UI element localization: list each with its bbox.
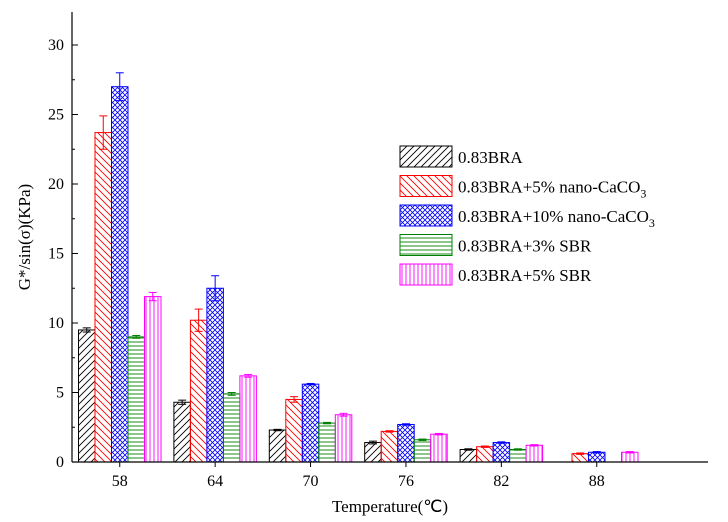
axes-layer [71, 12, 708, 463]
bar-series4-82 [509, 448, 527, 463]
y-tick-label-10: 10 [48, 315, 64, 332]
bar-series4-70 [318, 422, 336, 463]
bar-series3-64 [206, 287, 224, 463]
x-tick-label-70: 70 [303, 473, 319, 490]
legend-swatch-series3 [399, 204, 453, 227]
x-tick-label-82: 82 [493, 473, 509, 490]
x-tick-label-76: 76 [398, 473, 414, 490]
y-tick-label-25: 25 [48, 107, 64, 124]
y-tick-label-15: 15 [48, 246, 64, 263]
x-tick-label-64: 64 [207, 473, 223, 490]
x-tick-label-88: 88 [589, 473, 605, 490]
legend-label-subscript-series3: 3 [649, 216, 655, 230]
bar-series1-58 [78, 329, 96, 463]
bar-series5-70 [334, 414, 353, 463]
bar-series2-88 [571, 453, 589, 463]
legend-label-series3: 0.83BRA+10% nano-CaCO3 [458, 207, 655, 230]
bar-series2-76 [380, 430, 399, 463]
legend-label-series2: 0.83BRA+5% nano-CaCO3 [458, 178, 646, 201]
bar-series3-58 [111, 86, 129, 463]
legend-swatch-series4 [399, 234, 453, 256]
legend-label-subscript-series2: 3 [640, 187, 646, 201]
y-tick-label-5: 5 [56, 385, 64, 402]
legend-label-series5: 0.83BRA+5% SBR [458, 266, 592, 285]
ticks-layer: 0 5 10 15 20 25 30 58 64 70 76 82 88 [48, 37, 605, 490]
bar-series3-70 [301, 383, 320, 463]
bar-series5-88 [621, 451, 639, 463]
bar-series2-70 [285, 398, 303, 463]
x-axis-title: Temperature(℃) [332, 497, 448, 516]
bar-series2-64 [189, 319, 208, 463]
legend-swatch-series2 [399, 175, 453, 197]
legend-swatch-series5 [399, 263, 453, 286]
bar-series2-58 [94, 132, 112, 463]
bar-series1-64 [173, 401, 191, 463]
bar-series3-88 [588, 451, 606, 463]
legend-swatch-series1 [399, 145, 453, 168]
bars-layer [78, 72, 639, 463]
y-tick-label-30: 30 [48, 37, 64, 54]
bar-series3-76 [397, 423, 415, 463]
bar-series4-76 [413, 439, 432, 463]
x-tick-label-58: 58 [112, 473, 128, 490]
bar-series1-82 [459, 448, 478, 463]
bar-series5-58 [144, 296, 162, 463]
bar-series5-82 [525, 444, 544, 463]
y-tick-label-20: 20 [48, 176, 64, 193]
bar-series5-76 [430, 433, 448, 463]
bar-series1-76 [364, 442, 382, 463]
legend: 0.83BRA 0.83BRA+5% nano-CaCO3 0.83BRA+10% … [399, 145, 655, 286]
y-tick-label-0: 0 [56, 454, 64, 471]
bar-series4-58 [127, 336, 145, 463]
bar-series4-64 [222, 393, 241, 463]
bar-series3-82 [492, 442, 511, 463]
legend-label-series1: 0.83BRA [458, 148, 523, 167]
y-axis-title: G*/sin(σ)(KPa) [15, 184, 34, 290]
legend-label-series4: 0.83BRA+3% SBR [458, 237, 592, 256]
bar-series5-64 [239, 375, 257, 463]
bar-series2-82 [476, 446, 494, 463]
bar-series1-70 [268, 429, 287, 463]
